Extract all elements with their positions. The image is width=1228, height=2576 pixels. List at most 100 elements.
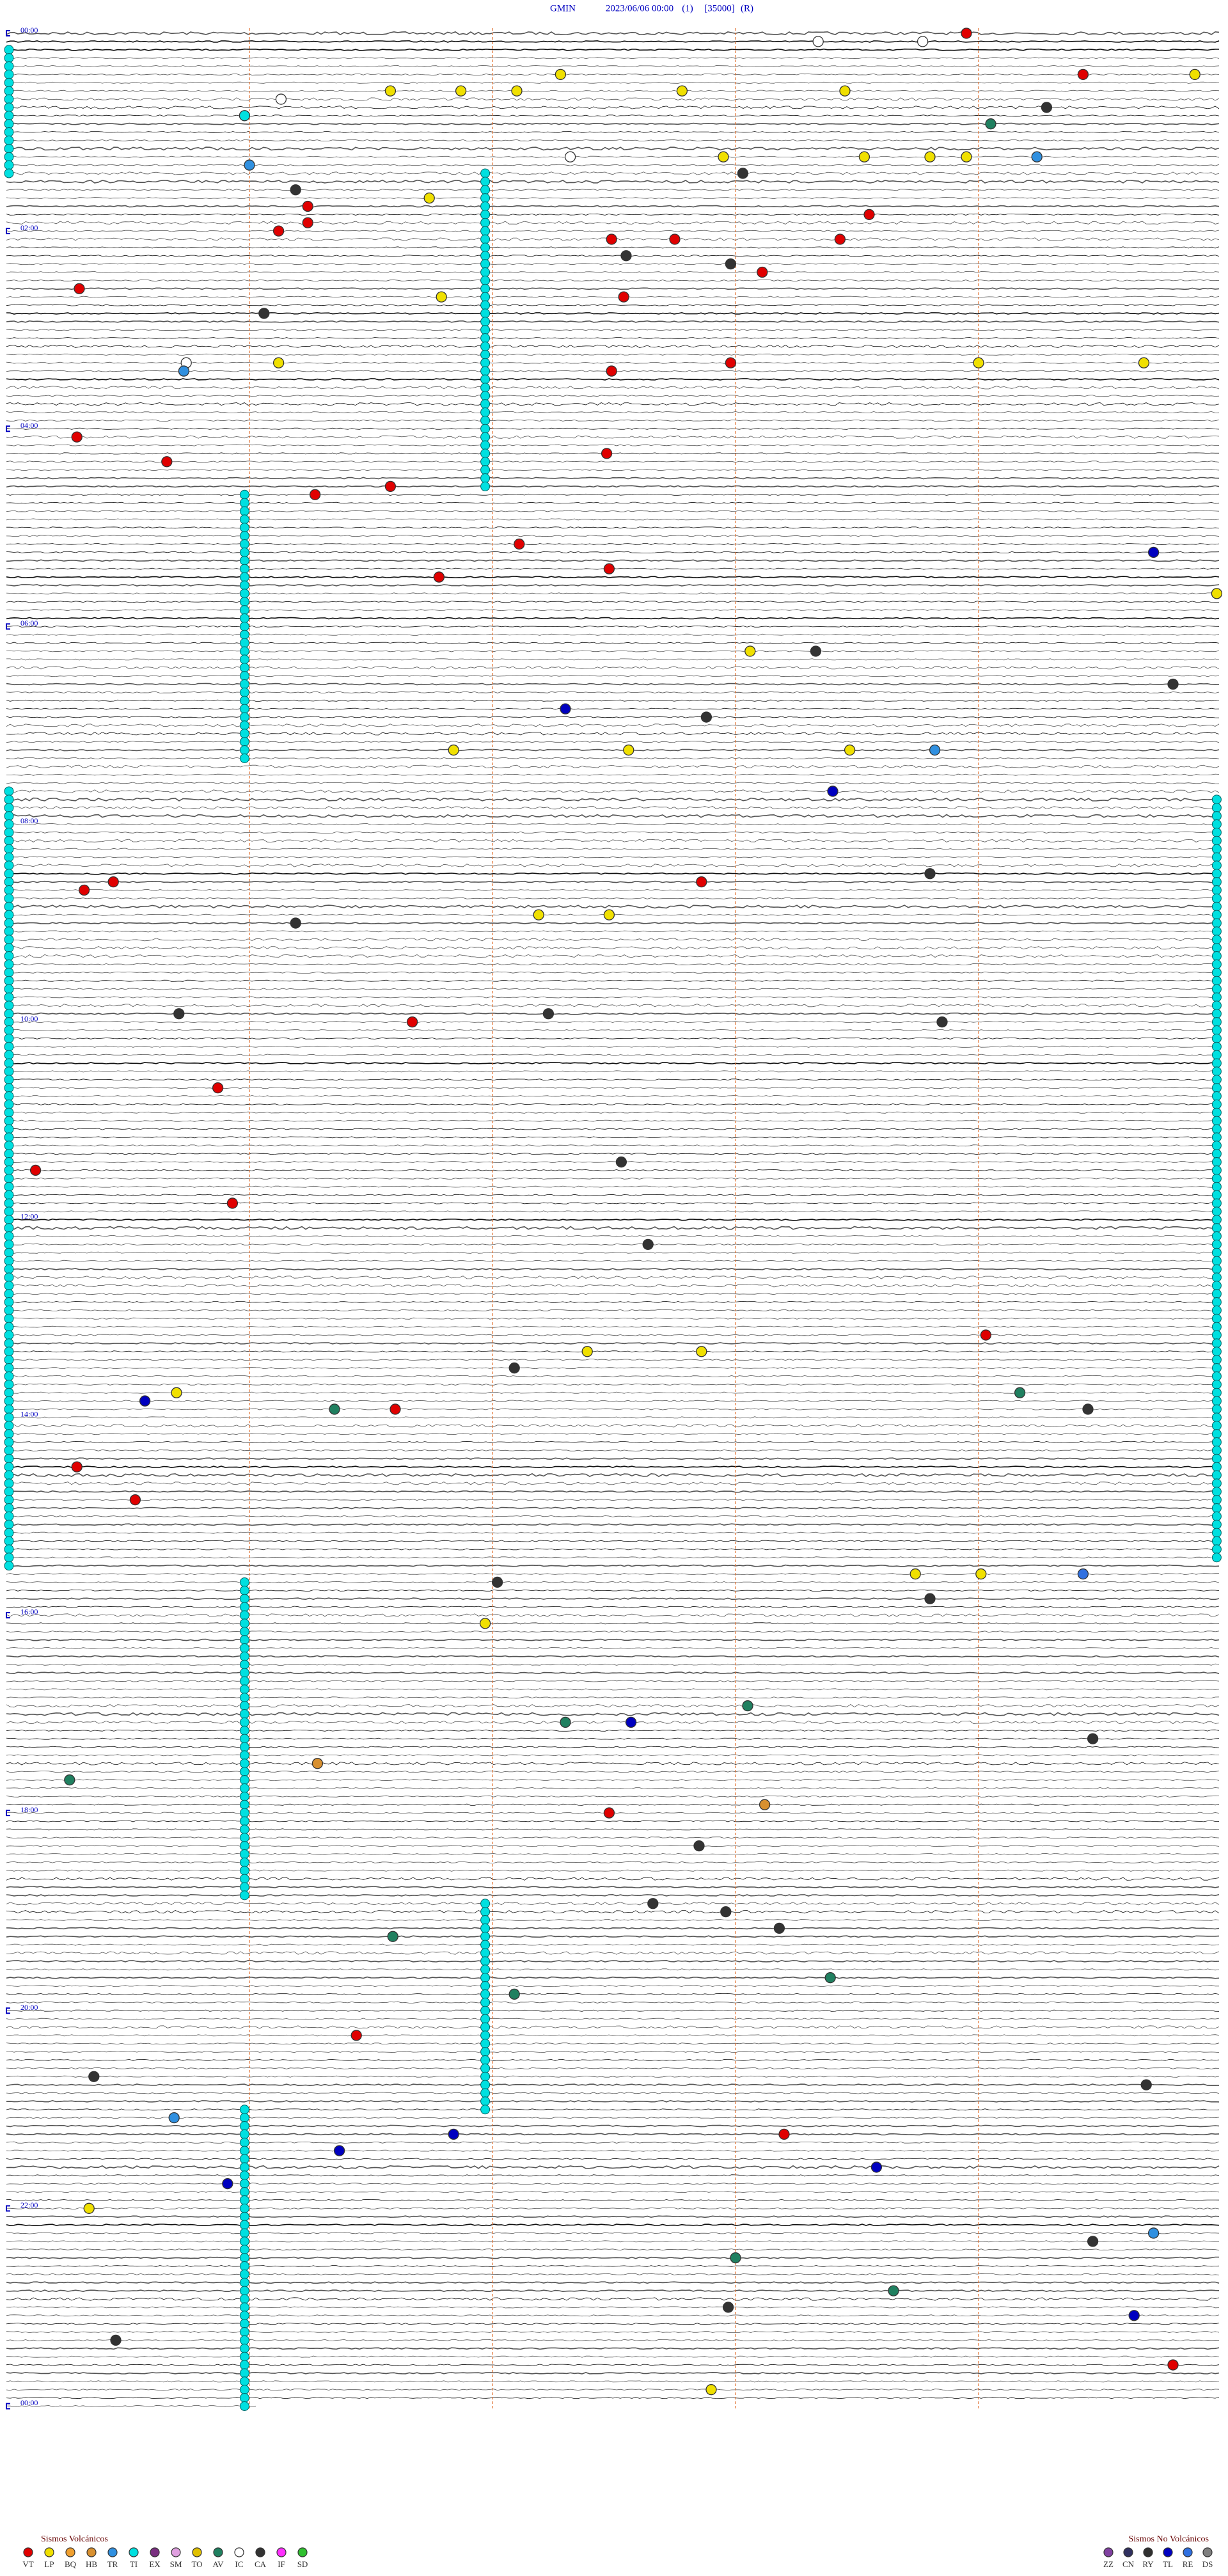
trace	[6, 2240, 1220, 2243]
trace	[6, 361, 1220, 364]
event-marker	[1147, 2227, 1160, 2239]
event-marker	[436, 291, 447, 303]
legend-label: ZZ	[1103, 2559, 1114, 2569]
trace	[6, 1276, 1220, 1279]
tremor-marker	[4, 1478, 14, 1489]
legend-swatch	[129, 2547, 139, 2557]
trace	[6, 814, 1220, 818]
tremor-marker	[4, 1009, 14, 1019]
tremor-marker	[239, 506, 249, 516]
tremor-marker	[239, 646, 249, 656]
event-marker	[384, 480, 397, 493]
tremor-marker	[4, 1322, 14, 1332]
tremor-marker	[1211, 811, 1222, 821]
trace	[6, 1909, 1220, 1914]
trace	[6, 312, 1220, 315]
event-marker	[83, 2202, 95, 2214]
tremor-marker	[1211, 935, 1222, 945]
event-marker	[173, 1008, 185, 1020]
tremor-marker	[4, 1173, 14, 1183]
trace	[6, 1589, 1220, 1592]
trace	[6, 205, 1220, 208]
tremor-marker	[239, 2319, 249, 2329]
event-marker	[311, 1758, 324, 1769]
tremor-marker	[4, 1387, 14, 1398]
trace	[6, 2224, 1220, 2227]
trace	[6, 1869, 1220, 1872]
trace	[6, 2380, 1220, 2383]
event-marker	[693, 1840, 705, 1852]
tremor-marker	[480, 2105, 491, 2115]
trace	[6, 386, 1220, 390]
trace	[6, 1927, 1220, 1930]
legend-label: SD	[297, 2559, 308, 2569]
trace	[6, 402, 1220, 406]
event-marker	[272, 357, 285, 368]
tremor-marker	[239, 1635, 249, 1645]
event-marker	[74, 283, 85, 294]
tremor-marker	[239, 1750, 249, 1760]
event-marker	[620, 250, 632, 262]
tremor-marker	[1211, 1347, 1222, 1357]
trace	[6, 2099, 1220, 2103]
trace	[6, 444, 1220, 446]
event-marker	[839, 85, 851, 97]
legend-swatch	[255, 2547, 265, 2557]
event-marker	[1031, 151, 1043, 162]
tremor-marker	[1211, 1124, 1222, 1134]
tremor-marker	[480, 234, 491, 244]
tremor-marker	[239, 1783, 249, 1793]
tremor-marker	[4, 1058, 14, 1068]
event-marker	[606, 365, 617, 377]
trace	[6, 1803, 1220, 1806]
trace	[6, 675, 1220, 677]
trace	[6, 48, 1220, 51]
event-marker	[560, 703, 571, 715]
tremor-marker	[239, 1693, 249, 1703]
trace	[6, 1251, 1220, 1254]
tremor-marker	[480, 349, 491, 360]
event-marker	[718, 151, 729, 162]
trace	[6, 2117, 1220, 2119]
tremor-marker	[239, 2393, 249, 2403]
legend-title: Sismos No Volcánicos	[1129, 2534, 1209, 2544]
tremor-marker	[1211, 1206, 1222, 1217]
tremor-marker	[239, 2154, 249, 2164]
legend-swatch	[44, 2547, 54, 2557]
trace	[6, 213, 1220, 216]
trace	[6, 2058, 1220, 2062]
legend-swatch	[234, 2547, 244, 2557]
trace	[6, 584, 1220, 587]
tremor-marker	[480, 2039, 491, 2049]
trace	[6, 73, 1220, 75]
trace	[6, 1202, 1220, 1205]
tremor-marker	[480, 2005, 491, 2016]
trace	[6, 1935, 1220, 1938]
tremor-marker	[4, 967, 14, 977]
trace	[6, 2314, 1220, 2317]
trace	[6, 2158, 1220, 2160]
tremor-marker	[239, 671, 249, 681]
tremor-marker	[4, 860, 14, 871]
tremor-marker	[4, 111, 14, 121]
tremor-marker	[1211, 1000, 1222, 1011]
event-marker	[212, 1082, 224, 1094]
trace	[6, 1581, 1220, 1583]
tremor-marker	[1211, 1256, 1222, 1266]
event-marker	[924, 868, 936, 880]
trace	[6, 40, 1220, 43]
trace	[6, 435, 1220, 439]
trace	[6, 263, 1220, 265]
tremor-marker	[4, 1066, 14, 1077]
trace	[6, 1194, 1220, 1196]
trace	[6, 2355, 1220, 2358]
tremor-marker	[4, 1017, 14, 1027]
tremor-marker	[1211, 1553, 1222, 1563]
trace	[6, 1424, 1220, 1428]
trace	[6, 2281, 1220, 2284]
tremor-marker	[239, 1717, 249, 1727]
tremor-marker	[4, 1247, 14, 1258]
trace	[6, 469, 1220, 471]
tremor-marker	[1211, 1099, 1222, 1109]
trace	[6, 419, 1220, 422]
